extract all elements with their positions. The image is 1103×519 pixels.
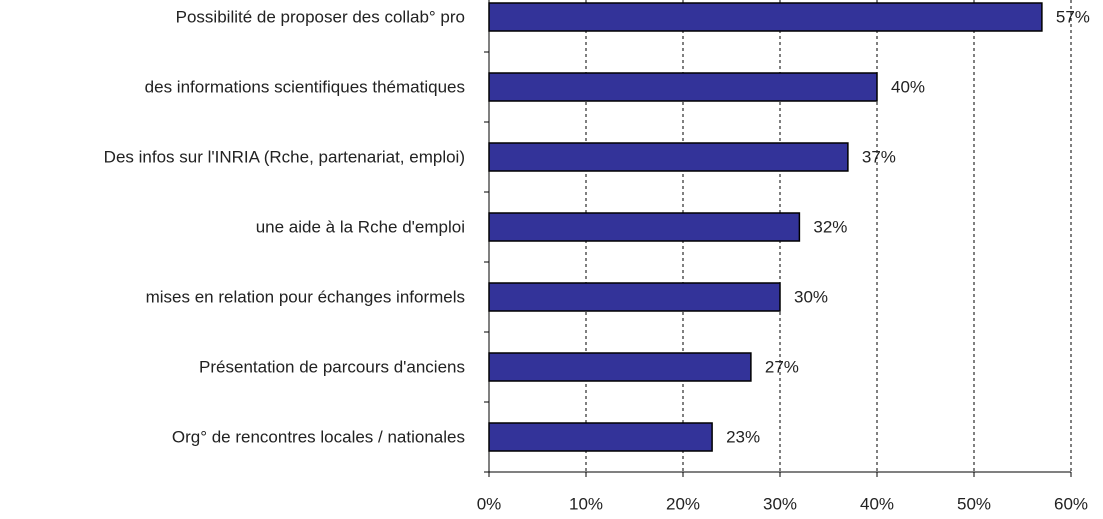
x-tick-label: 30% (763, 494, 797, 513)
value-label: 23% (726, 427, 760, 446)
y-tick-label: Possibilité de proposer des collab° pro (176, 7, 465, 26)
y-tick-label: Org° de rencontres locales / nationales (172, 427, 465, 446)
x-tick-label: 0% (477, 494, 502, 513)
x-tick-label: 20% (666, 494, 700, 513)
value-label: 32% (813, 217, 847, 236)
bar (488, 212, 801, 242)
y-tick-label: des informations scientifiques thématiqu… (145, 77, 465, 96)
y-tick-label: mises en relation pour échanges informel… (146, 287, 465, 306)
y-tick-label: Présentation de parcours d'anciens (199, 357, 465, 376)
y-tick-label: une aide à la Rche d'emploi (256, 217, 465, 236)
bar (488, 142, 849, 172)
value-label: 27% (765, 357, 799, 376)
x-tick-label: 60% (1054, 494, 1088, 513)
x-tick-label: 50% (957, 494, 991, 513)
x-tick-label: 40% (860, 494, 894, 513)
y-tick-label: Des infos sur l'INRIA (Rche, partenariat… (104, 147, 465, 166)
bar (488, 282, 781, 312)
value-label: 37% (862, 147, 896, 166)
bar (488, 352, 752, 382)
value-label: 57% (1056, 7, 1090, 26)
value-label: 40% (891, 77, 925, 96)
value-label: 30% (794, 287, 828, 306)
bar (488, 422, 713, 452)
x-tick-label: 10% (569, 494, 603, 513)
bar (488, 2, 1043, 32)
bar (488, 72, 878, 102)
